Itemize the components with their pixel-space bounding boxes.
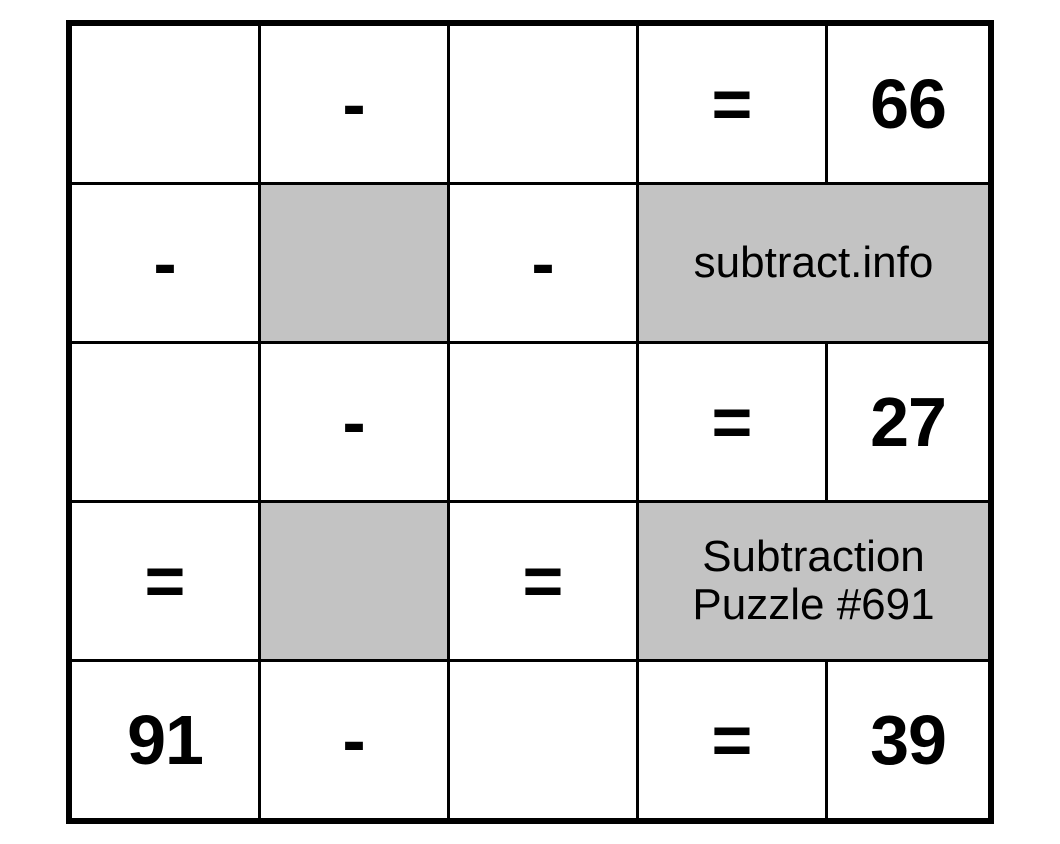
shaded-cell <box>260 184 449 343</box>
equals-cell: = <box>449 502 638 661</box>
blank-cell[interactable] <box>449 661 638 822</box>
minus-cell: - <box>260 343 449 502</box>
info-cell-text: SubtractionPuzzle #691 <box>639 533 988 630</box>
puzzle-row: 91- =39 <box>69 661 991 822</box>
equals-cell: = <box>69 502 260 661</box>
puzzle-row: - =66 <box>69 23 991 184</box>
minus-cell-text: - <box>261 382 447 462</box>
equals-cell-text: = <box>72 541 258 621</box>
minus-cell-text: - <box>450 223 636 303</box>
equals-cell: = <box>638 661 827 822</box>
info-cell: subtract.info <box>638 184 992 343</box>
number-cell-text: 27 <box>828 382 988 462</box>
equals-cell: = <box>638 343 827 502</box>
minus-cell: - <box>260 661 449 822</box>
info-cell: SubtractionPuzzle #691 <box>638 502 992 661</box>
minus-cell: - <box>69 184 260 343</box>
number-cell-text: 66 <box>828 64 988 144</box>
blank-cell[interactable] <box>449 23 638 184</box>
minus-cell: - <box>449 184 638 343</box>
puzzle-row: ==SubtractionPuzzle #691 <box>69 502 991 661</box>
blank-cell[interactable] <box>69 343 260 502</box>
blank-cell[interactable] <box>449 343 638 502</box>
number-cell: 39 <box>827 661 992 822</box>
number-cell: 91 <box>69 661 260 822</box>
equals-cell: = <box>638 23 827 184</box>
puzzle-row: --subtract.info <box>69 184 991 343</box>
minus-cell: - <box>260 23 449 184</box>
puzzle-row: - =27 <box>69 343 991 502</box>
number-cell-text: 39 <box>828 700 988 780</box>
minus-cell-text: - <box>72 223 258 303</box>
info-cell-text: subtract.info <box>639 239 988 287</box>
minus-cell-text: - <box>261 64 447 144</box>
equals-cell-text: = <box>639 64 825 144</box>
blank-cell[interactable] <box>69 23 260 184</box>
puzzle-body: -=66--subtract.info-=27==SubtractionPuzz… <box>69 23 991 821</box>
subtraction-puzzle-grid: -=66--subtract.info-=27==SubtractionPuzz… <box>66 20 994 824</box>
number-cell: 27 <box>827 343 992 502</box>
number-cell-text: 91 <box>72 700 258 780</box>
equals-cell-text: = <box>450 541 636 621</box>
number-cell: 66 <box>827 23 992 184</box>
equals-cell-text: = <box>639 700 825 780</box>
minus-cell-text: - <box>261 700 447 780</box>
puzzle-container: -=66--subtract.info-=27==SubtractionPuzz… <box>0 0 1060 844</box>
shaded-cell <box>260 502 449 661</box>
equals-cell-text: = <box>639 382 825 462</box>
